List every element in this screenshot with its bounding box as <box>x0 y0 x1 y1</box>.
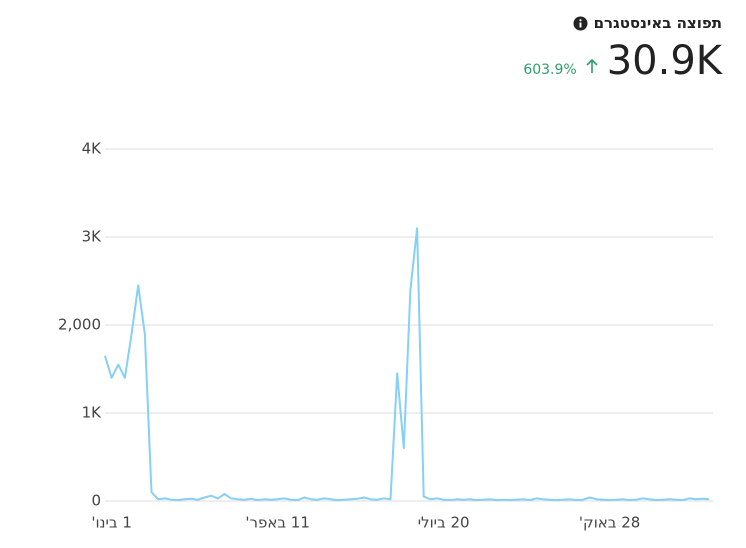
y-tick-label: 1K <box>82 404 103 422</box>
info-icon[interactable] <box>573 16 588 31</box>
title-row: תפוצה באינסטגרם <box>523 14 722 32</box>
change: 603.9% <box>523 62 577 78</box>
header: תפוצה באינסטגרם 30.9K 603.9% <box>523 14 722 84</box>
x-tick-label: 1 בינו' <box>91 514 132 532</box>
x-tick-label: 20 ביולי <box>418 514 470 532</box>
value-row: 30.9K 603.9% <box>523 38 722 84</box>
y-tick-label: 3K <box>82 228 103 246</box>
data-line <box>104 227 710 502</box>
y-tick-label: 4K <box>82 140 103 158</box>
y-tick-label: 2,000 <box>58 316 101 334</box>
x-tick-label: 11 באפר' <box>245 514 310 532</box>
title: תפוצה באינסטגרם <box>593 14 722 32</box>
up-arrow <box>586 58 598 73</box>
total-value: 30.9K <box>606 38 722 84</box>
y-tick-label: 0 <box>91 492 101 510</box>
x-tick-label: 28 באוק' <box>579 514 640 532</box>
